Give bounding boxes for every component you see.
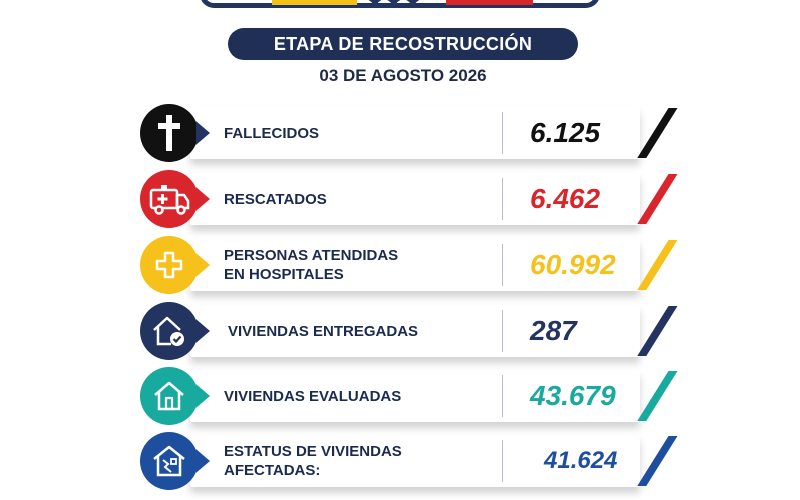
stage-title: ETAPA DE RECOSTRUCCIÓN: [273, 33, 533, 54]
stat-label: FALLECIDOS: [224, 124, 320, 142]
report-date: 03 DE AGOSTO 2026: [319, 66, 487, 85]
house-icon: [140, 367, 198, 425]
value-divider: [502, 310, 503, 352]
pointer-arrow: [196, 121, 210, 145]
stat-card: [190, 173, 640, 225]
stat-label: PERSONAS ATENDIDAS EN HOSPITALES: [224, 247, 399, 283]
stat-row-viviendas-entregadas: VIVIENDAS ENTREGADAS 287: [140, 302, 680, 360]
flag-stripe-red: [446, 0, 533, 5]
ambulance-icon: [140, 170, 198, 228]
stat-value: 60.992: [530, 249, 616, 280]
pointer-arrow: [196, 253, 210, 277]
stat-value: 287: [530, 315, 577, 346]
stars-decoration: ★★★: [366, 0, 423, 13]
stat-card: [190, 435, 640, 487]
pointer-arrow: [196, 449, 210, 473]
stat-row-rescatados: RESCATADOS 6.462: [140, 170, 680, 228]
stat-value: 6.125: [530, 117, 601, 148]
house-check-icon: [140, 302, 198, 360]
pointer-arrow: [196, 187, 210, 211]
stat-row-fallecidos: FALLECIDOS 6.125: [140, 104, 680, 162]
stat-card: [190, 305, 640, 357]
damaged-house-icon: [140, 432, 198, 490]
value-divider: [502, 244, 503, 286]
medical-plus-icon: [140, 236, 198, 294]
stat-row-personas-atendidas: PERSONAS ATENDIDAS EN HOSPITALES 60.992: [140, 236, 680, 294]
pointer-arrow: [196, 319, 210, 343]
value-divider: [502, 440, 503, 482]
cross-icon: [140, 104, 198, 162]
stat-label: RESCATADOS: [224, 190, 327, 208]
stat-value: 41.624: [544, 447, 618, 474]
stat-label: VIVIENDAS ENTREGADAS: [228, 322, 419, 340]
value-divider: [502, 112, 503, 154]
stat-row-viviendas-evaluadas: VIVIENDAS EVALUADAS 43.679: [140, 367, 680, 425]
stat-label: ESTATUS DE VIVIENDAS AFECTADAS:: [224, 443, 402, 479]
stat-card: [190, 370, 640, 422]
stat-value: 6.462: [530, 183, 601, 214]
value-divider: [502, 178, 503, 220]
pointer-arrow: [196, 384, 210, 408]
stat-row-estatus-viviendas: ESTATUS DE VIVIENDAS AFECTADAS: 41.624: [140, 432, 680, 490]
stat-card: [190, 107, 640, 159]
stat-label: VIVIENDAS EVALUADAS: [224, 387, 402, 405]
flag-stripe-yellow: [272, 0, 357, 5]
stage-title-pill: ETAPA DE RECOSTRUCCIÓN: [228, 28, 578, 60]
stat-card: [190, 239, 640, 291]
value-divider: [502, 375, 503, 417]
stat-value: 43.679: [530, 380, 616, 411]
